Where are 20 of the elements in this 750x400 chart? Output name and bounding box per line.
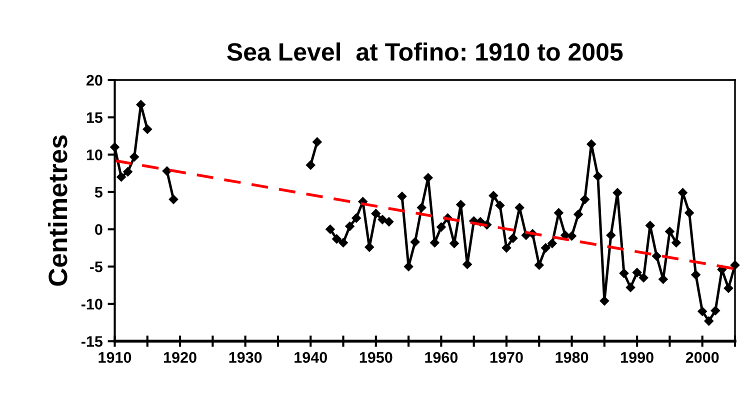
y-tick-label: 10 [86,149,102,160]
x-tick-label: 2000 [686,352,719,363]
x-tick-label: 1960 [425,352,458,363]
x-tick-label: 1940 [294,352,327,363]
y-tick-label: 20 [86,74,102,86]
x-tick-label: 1990 [621,352,654,363]
y-tick-label: 15 [86,112,103,123]
y-axis-title: Centimetres [48,135,68,286]
x-tick-label: 1930 [229,352,262,363]
chart-title: Sea Level at Tofino: 1910 to 2005 [227,42,623,61]
y-tick-label: 5 [94,186,103,198]
x-tick-label: 1970 [490,352,523,363]
x-tick-label: 1950 [360,352,392,363]
y-tick-label: -5 [90,262,103,272]
x-tick-label: 1910 [98,352,132,363]
y-tick-label: 0 [95,224,102,235]
x-tick-label: 1920 [164,352,196,363]
y-tick-label: -10 [81,298,102,310]
x-tick-label: 1980 [556,352,588,363]
y-tick-label: -15 [81,336,103,347]
